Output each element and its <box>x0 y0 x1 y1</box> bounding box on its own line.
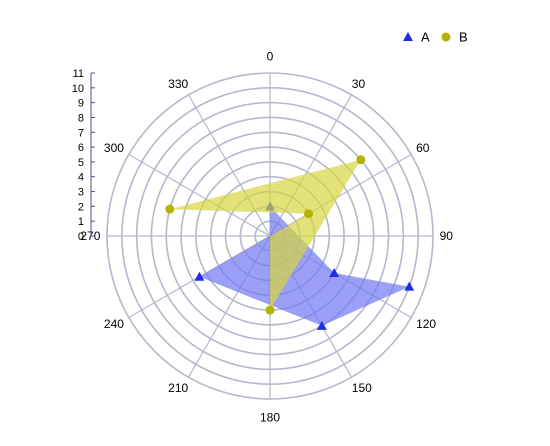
legend-marker-b <box>441 32 451 42</box>
series-b <box>165 155 366 315</box>
angular-tick-label: 210 <box>168 381 188 395</box>
radial-tick-label: 5 <box>78 157 84 169</box>
angular-tick-label: 0 <box>267 49 274 63</box>
angular-tick-label: 240 <box>104 317 124 331</box>
radial-tick-label: 11 <box>73 68 84 80</box>
radial-tick-label: 9 <box>78 98 84 110</box>
series-b-point <box>356 155 366 165</box>
series-a-point <box>316 320 327 330</box>
series-a-point <box>329 268 340 278</box>
series-layer <box>165 155 415 330</box>
radial-tick-label: 2 <box>78 201 84 213</box>
angular-tick-labels: 0 30 60 90 120 150 180 210 240 2 7 0 300 330 <box>80 49 453 424</box>
angular-tick-label: 180 <box>260 411 280 425</box>
grid-spoke <box>128 153 271 237</box>
radial-tick-label: 7 <box>78 127 84 139</box>
angular-tick-label: 30 <box>352 77 366 91</box>
legend-label-a: A <box>421 30 430 45</box>
grid-spoke <box>187 94 271 237</box>
series-b-point <box>303 209 313 219</box>
radial-tick-label: 3 <box>78 187 84 199</box>
legend-marker-a <box>403 32 413 41</box>
radial-tick-label: 1 <box>78 216 84 228</box>
series-a-area <box>199 206 410 326</box>
radial-tick-label: 4 <box>78 172 84 184</box>
angular-tick-label: 120 <box>416 317 436 331</box>
angular-tick-label: 60 <box>416 141 430 155</box>
grid-spoke <box>269 153 412 237</box>
angular-tick-label: 330 <box>168 77 188 91</box>
series-a-point <box>194 271 205 281</box>
radial-tick-label: 8 <box>78 112 84 124</box>
legend-label-b: B <box>459 30 468 45</box>
radial-axis: 0 1 2 3 4 5 6 7 8 9 10 11 <box>72 68 95 243</box>
angular-tick-label: 300 <box>104 141 124 155</box>
radial-tick-label: 10 <box>72 83 84 95</box>
angular-tick-label: 150 <box>352 381 372 395</box>
series-a-point <box>404 281 415 291</box>
radial-tick-label: 6 <box>78 142 84 154</box>
series-b-area <box>169 159 361 311</box>
series-b-point <box>165 204 175 214</box>
series-b-point <box>265 305 275 315</box>
radial-tick-label: 0 <box>78 231 84 243</box>
angular-tick-label: 90 <box>440 229 454 243</box>
